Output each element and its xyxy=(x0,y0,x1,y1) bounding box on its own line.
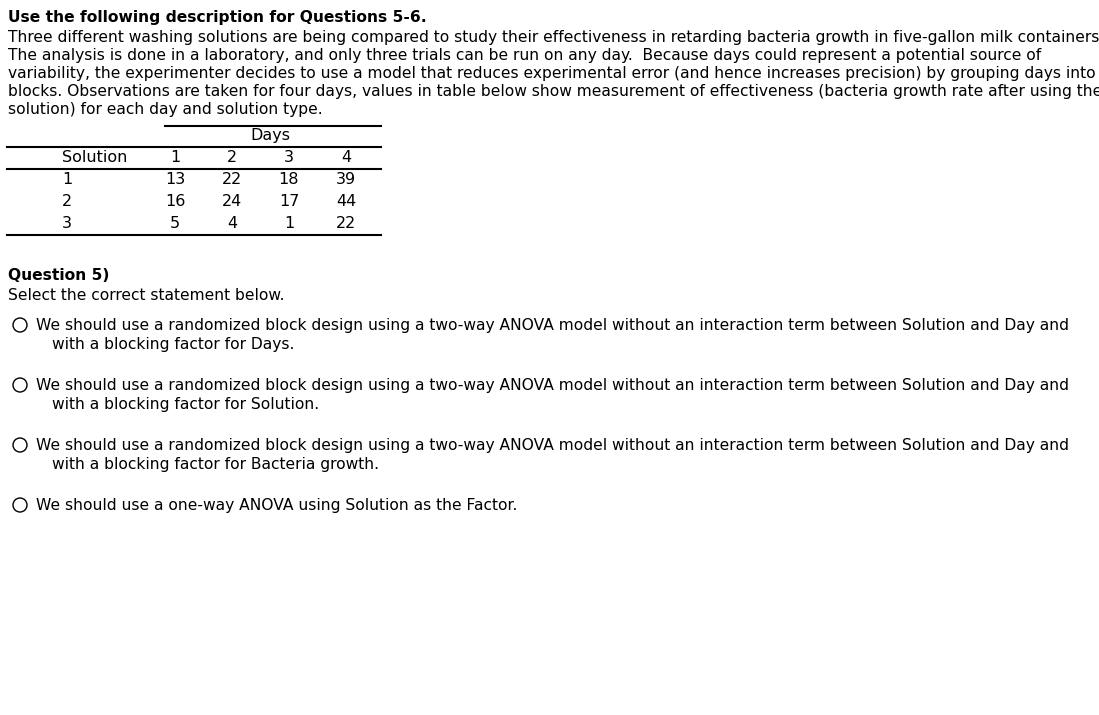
Text: with a blocking factor for Days.: with a blocking factor for Days. xyxy=(52,337,295,352)
Text: 1: 1 xyxy=(62,172,73,187)
Text: Solution: Solution xyxy=(62,150,127,165)
Text: 44: 44 xyxy=(336,194,356,209)
Text: 5: 5 xyxy=(170,216,180,231)
Text: solution) for each day and solution type.: solution) for each day and solution type… xyxy=(8,102,323,117)
Text: 22: 22 xyxy=(336,216,356,231)
Text: 1: 1 xyxy=(170,150,180,165)
Text: We should use a randomized block design using a two-way ANOVA model without an i: We should use a randomized block design … xyxy=(36,438,1069,453)
Text: 22: 22 xyxy=(222,172,242,187)
Text: variability, the experimenter decides to use a model that reduces experimental e: variability, the experimenter decides to… xyxy=(8,66,1096,81)
Text: with a blocking factor for Solution.: with a blocking factor for Solution. xyxy=(52,397,319,412)
Text: 24: 24 xyxy=(222,194,242,209)
Text: 39: 39 xyxy=(336,172,356,187)
Text: Days: Days xyxy=(251,128,290,143)
Text: 16: 16 xyxy=(165,194,186,209)
Text: 3: 3 xyxy=(284,150,295,165)
Text: We should use a randomized block design using a two-way ANOVA model without an i: We should use a randomized block design … xyxy=(36,318,1069,333)
Text: Question 5): Question 5) xyxy=(8,268,110,283)
Text: We should use a randomized block design using a two-way ANOVA model without an i: We should use a randomized block design … xyxy=(36,378,1069,393)
Text: 17: 17 xyxy=(279,194,299,209)
Text: 2: 2 xyxy=(62,194,73,209)
Text: blocks. Observations are taken for four days, values in table below show measure: blocks. Observations are taken for four … xyxy=(8,84,1099,99)
Text: 13: 13 xyxy=(165,172,185,187)
Text: 3: 3 xyxy=(62,216,73,231)
Text: 4: 4 xyxy=(226,216,237,231)
Text: We should use a one-way ANOVA using Solution as the Factor.: We should use a one-way ANOVA using Solu… xyxy=(36,498,518,513)
Text: Select the correct statement below.: Select the correct statement below. xyxy=(8,288,285,303)
Text: The analysis is done in a laboratory, and only three trials can be run on any da: The analysis is done in a laboratory, an… xyxy=(8,48,1041,63)
Text: 4: 4 xyxy=(341,150,351,165)
Text: 1: 1 xyxy=(284,216,295,231)
Text: 2: 2 xyxy=(226,150,237,165)
Text: Three different washing solutions are being compared to study their effectivenes: Three different washing solutions are be… xyxy=(8,30,1099,45)
Text: Use the following description for Questions 5-6.: Use the following description for Questi… xyxy=(8,10,426,25)
Text: with a blocking factor for Bacteria growth.: with a blocking factor for Bacteria grow… xyxy=(52,457,379,472)
Text: 18: 18 xyxy=(279,172,299,187)
